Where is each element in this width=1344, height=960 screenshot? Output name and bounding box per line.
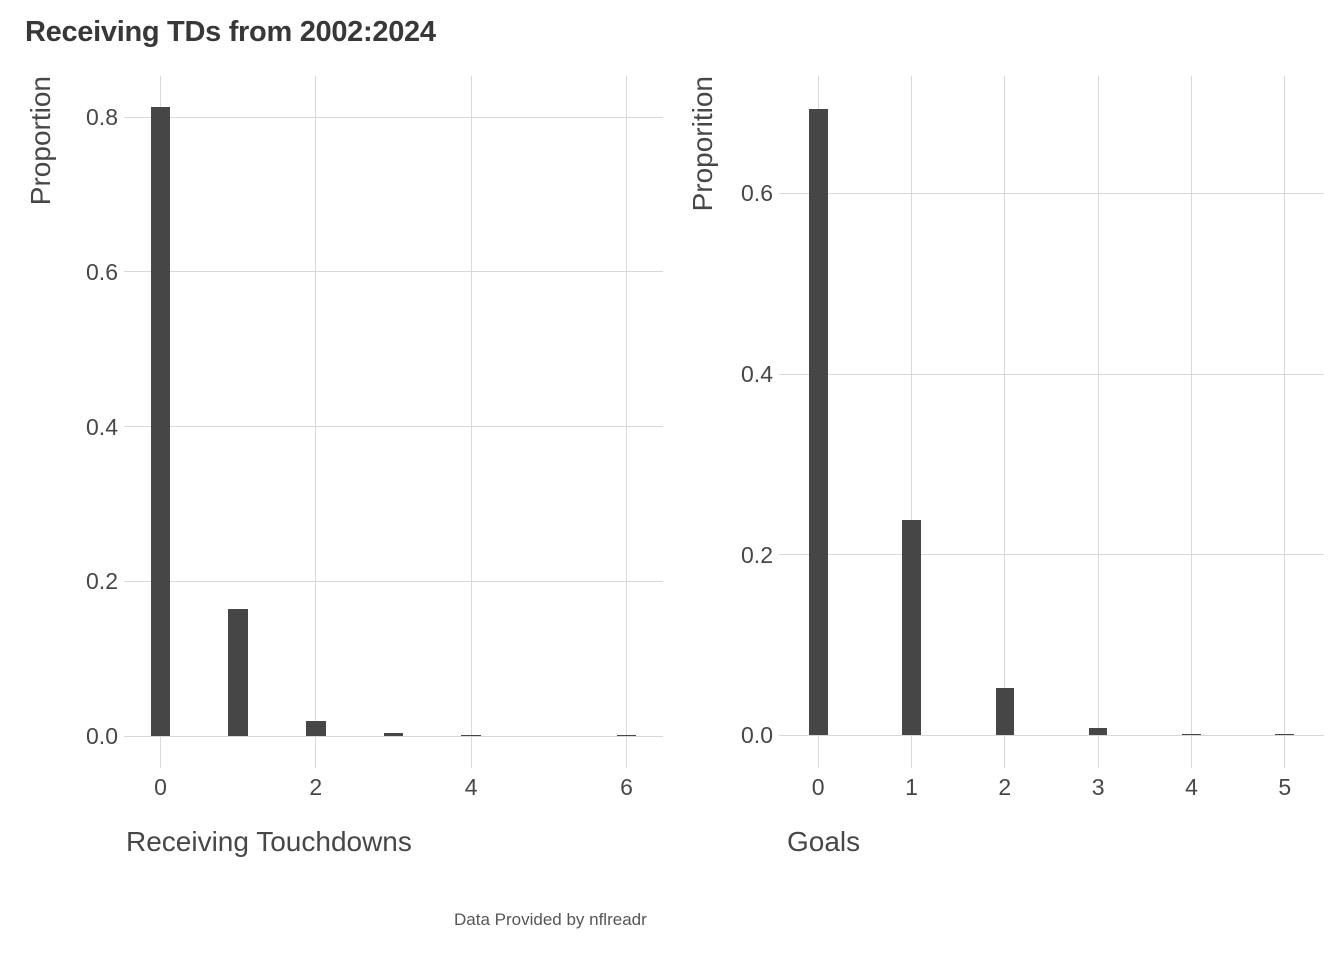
x-gridline <box>470 76 472 768</box>
y-tick-label: 0.4 <box>741 361 773 388</box>
bar-x1 <box>902 519 921 736</box>
y-gridline <box>779 554 1324 556</box>
x-axis-title: Goals <box>787 826 861 857</box>
y-tick-label: 0.8 <box>86 104 118 131</box>
plot-caption: Data Provided by nflreadr <box>454 910 647 929</box>
y-tick-label: 0.2 <box>86 568 118 595</box>
y-gridline <box>124 426 663 428</box>
bar-x1 <box>228 609 248 737</box>
plot-title: Receiving TDs from 2002:2024 <box>25 16 436 48</box>
bar-x2 <box>306 720 326 737</box>
x-tick-label: 4 <box>1185 774 1198 800</box>
x-gridline <box>1284 76 1286 768</box>
y-tick-label: 0.2 <box>741 541 773 568</box>
x-gridline <box>1097 76 1099 768</box>
x-gridline <box>315 76 317 768</box>
bar-x2 <box>995 687 1015 736</box>
x-axis-title: Receiving Touchdowns <box>126 826 412 857</box>
x-gridline <box>911 76 913 768</box>
x-tick-label: 2 <box>998 774 1012 800</box>
bar-x4 <box>461 734 481 737</box>
x-tick-label: 0 <box>154 774 167 800</box>
y-gridline <box>124 271 663 273</box>
y-gridline <box>124 735 663 737</box>
y-gridline <box>124 116 663 118</box>
y-gridline <box>124 580 663 582</box>
bar-x5 <box>1275 733 1295 736</box>
bar-x4 <box>1182 733 1201 736</box>
x-tick-label: 0 <box>811 774 825 800</box>
bar-x6 <box>616 734 637 737</box>
x-tick-label: 1 <box>905 774 918 800</box>
bar-x3 <box>1088 728 1108 736</box>
y-gridline <box>779 192 1324 194</box>
bar-x0 <box>808 109 828 736</box>
y-gridline <box>779 373 1324 375</box>
y-tick-label: 0.6 <box>741 180 773 207</box>
bar-x3 <box>383 733 404 737</box>
bar-x0 <box>150 106 171 737</box>
y-tick-label: 0.0 <box>86 723 118 750</box>
x-gridline <box>1004 76 1006 768</box>
x-gridline <box>625 76 627 768</box>
y-tick-label: 0.6 <box>86 258 118 285</box>
y-gridline <box>779 734 1324 736</box>
x-tick-label: 2 <box>309 774 323 800</box>
y-axis-title: Proporition <box>687 76 718 212</box>
y-tick-label: 0.4 <box>86 413 118 440</box>
x-tick-label: 3 <box>1091 774 1105 800</box>
x-tick-label: 5 <box>1278 774 1292 800</box>
x-tick-label: 4 <box>464 774 478 800</box>
x-gridline <box>1190 76 1192 768</box>
x-tick-label: 6 <box>620 774 633 800</box>
y-tick-label: 0.0 <box>741 722 773 749</box>
